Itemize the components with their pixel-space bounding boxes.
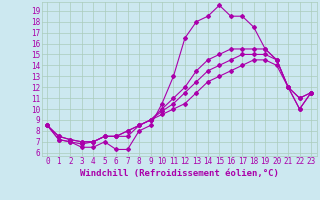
X-axis label: Windchill (Refroidissement éolien,°C): Windchill (Refroidissement éolien,°C) bbox=[80, 169, 279, 178]
